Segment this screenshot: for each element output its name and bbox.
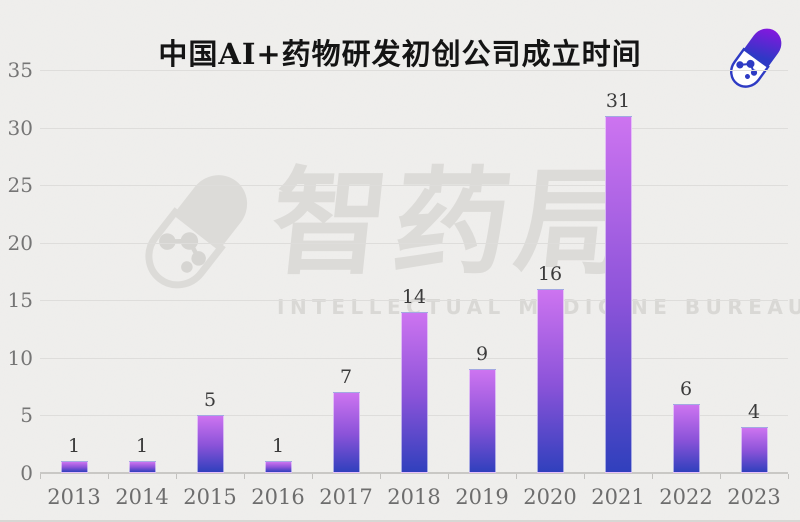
pill-logo-icon: [730, 28, 782, 88]
gridline: [40, 127, 788, 129]
x-axis-tick-label: 2019: [455, 485, 509, 509]
axis-tick: [516, 474, 517, 479]
bar: [468, 369, 496, 473]
bar-value-label: 9: [475, 343, 489, 366]
bar: [264, 461, 292, 473]
bar: [536, 288, 564, 473]
y-axis-tick-label: 25: [7, 173, 33, 198]
x-axis-tick-label: 2016: [251, 485, 305, 509]
bar-value-label: 5: [203, 389, 217, 412]
bar-value-label: 4: [747, 400, 761, 423]
x-axis-tick-label: 2014: [115, 485, 169, 509]
bar: [128, 461, 156, 473]
bar-value-label: 1: [271, 435, 285, 458]
watermark-pill-icon: [145, 175, 248, 289]
axis-tick: [788, 474, 789, 479]
bar-value-label: 7: [339, 366, 353, 389]
gridline: [40, 185, 788, 187]
bar: [196, 415, 224, 473]
bar-value-label: 16: [537, 262, 563, 285]
axis-tick: [40, 474, 41, 479]
gridline: [40, 70, 788, 71]
bar: [740, 426, 768, 473]
axis-tick: [244, 474, 245, 479]
x-axis-line: [40, 472, 788, 474]
bar-value-label: 31: [605, 90, 631, 113]
y-axis-tick-label: 35: [7, 58, 33, 82]
y-axis-tick-label: 0: [20, 461, 33, 485]
axis-tick: [652, 474, 653, 479]
bar: [400, 311, 428, 473]
x-axis-tick-label: 2018: [387, 485, 441, 509]
y-axis-tick-label: 15: [7, 288, 33, 313]
y-axis-tick-label: 10: [7, 345, 33, 370]
y-axis-tick-label: 20: [7, 230, 33, 255]
axis-tick: [312, 474, 313, 479]
x-axis-tick-label: 2013: [47, 485, 101, 509]
gridline: [40, 242, 788, 244]
y-axis-tick-label: 30: [7, 115, 33, 140]
x-axis-tick-label: 2022: [659, 485, 713, 509]
bar-value-label: 14: [401, 285, 427, 308]
x-axis-tick-label: 2017: [319, 485, 373, 509]
x-axis-tick-label: 2015: [183, 485, 237, 509]
bar: [604, 116, 632, 473]
axis-tick: [380, 474, 381, 479]
bar-value-label: 1: [67, 435, 81, 458]
axis-tick: [448, 474, 449, 479]
bar: [672, 403, 700, 473]
bar-value-label: 1: [135, 435, 149, 458]
bar-value-label: 6: [679, 377, 693, 400]
axis-tick: [720, 474, 721, 479]
y-axis-tick-label: 5: [20, 403, 33, 428]
gridline: [40, 300, 788, 302]
axis-tick: [584, 474, 585, 479]
bar: [332, 392, 360, 473]
x-axis-tick-label: 2023: [727, 485, 781, 509]
axis-tick: [108, 474, 109, 479]
axis-tick: [176, 474, 177, 479]
bar: [60, 461, 88, 473]
chart-title: 中国AI+药物研发初创公司成立时间: [158, 37, 642, 71]
x-axis-tick-label: 2020: [523, 485, 577, 509]
x-axis-tick-label: 2021: [591, 485, 645, 509]
